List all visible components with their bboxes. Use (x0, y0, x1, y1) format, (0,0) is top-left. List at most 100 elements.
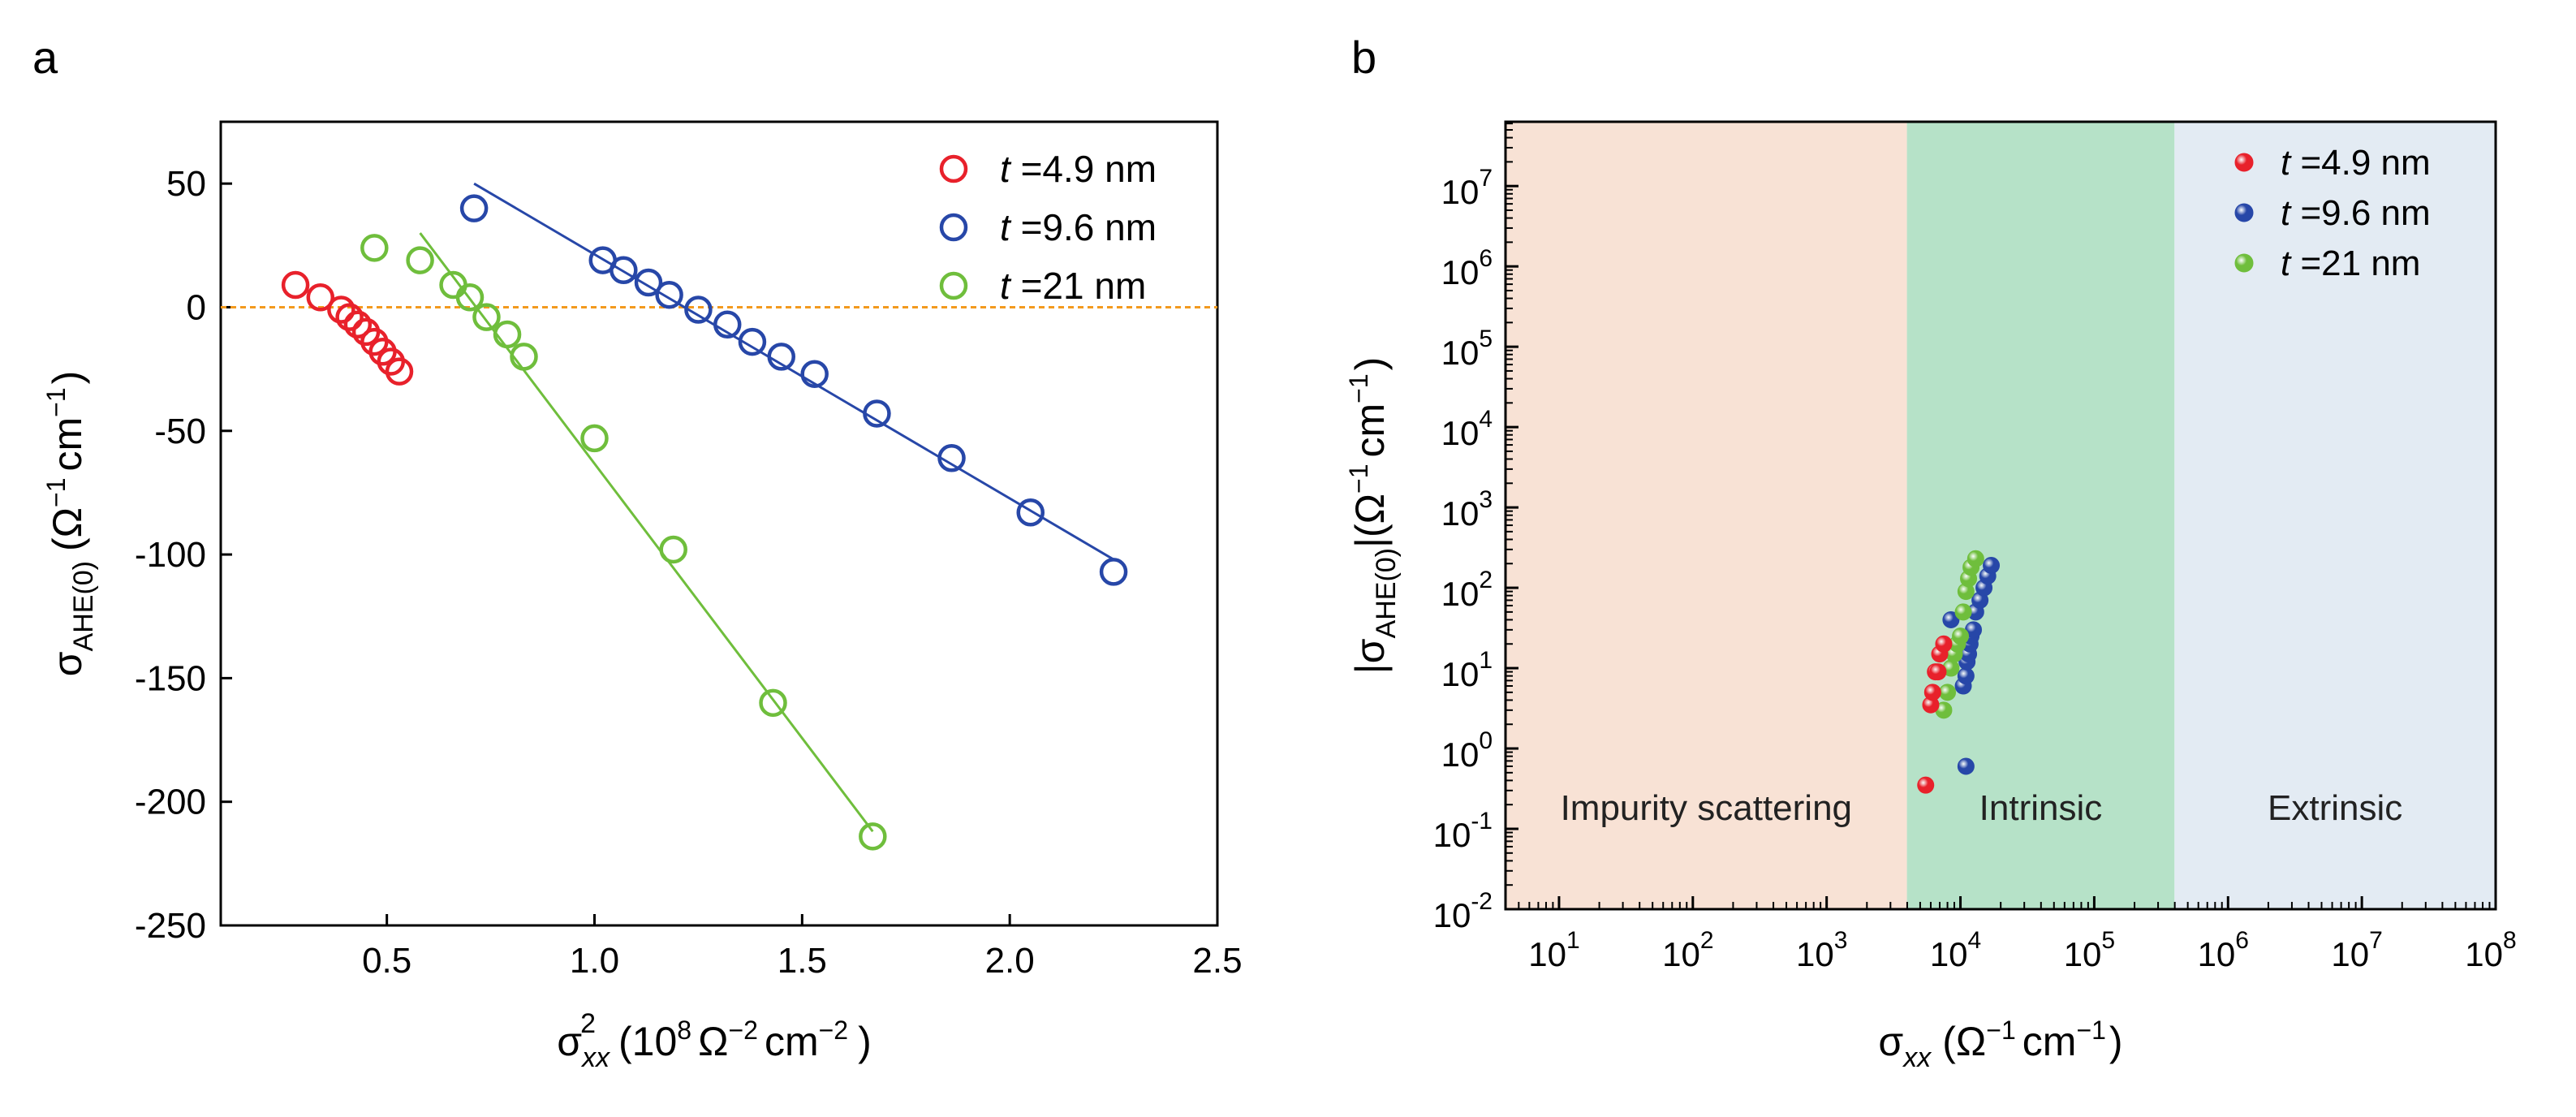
a-data-point (1016, 498, 1045, 527)
a-data-point (306, 283, 335, 312)
b-ylabel-unit: (Ω (1347, 494, 1393, 537)
a-xlabel-unit-mid: cm (765, 1019, 819, 1064)
a-ylabel-mid: cm (45, 417, 90, 472)
b-y-tick-label: 10-2 (1433, 888, 1493, 934)
a-data-point (634, 268, 663, 297)
b-region-label-1: Intrinsic (1979, 788, 2103, 828)
b-data-point (1939, 684, 1957, 701)
b-ylabel-post: | (1347, 537, 1393, 548)
b-xlabel-pow2: −1 (2076, 1016, 2105, 1045)
b-y-tick-base: 10 (1441, 414, 1480, 452)
a-legend-rest: =21 nm (1021, 265, 1147, 307)
panel-b-y-label: |σAHE(0)|(Ω−1cm−1) (1344, 357, 1402, 675)
a-xlabel-unit-pow2: −2 (728, 1016, 757, 1045)
a-ylabel-end: ) (45, 371, 90, 385)
b-y-tick-label: 10-1 (1433, 808, 1493, 854)
b-x-tick-exp: 2 (1700, 927, 1714, 954)
a-xlabel-main: σ (557, 1019, 582, 1064)
b-y-tick-exp: -1 (1471, 808, 1493, 835)
b-legend-label-0: t =4.9 nm (2281, 143, 2431, 183)
b-y-tick-label: 101 (1441, 647, 1493, 693)
a-xlabel-unit-end: ) (858, 1019, 872, 1064)
a-x-tick-label: 1.0 (570, 941, 619, 981)
b-region-0 (1506, 122, 1907, 909)
a-data-point (800, 360, 829, 388)
b-data-point (1952, 628, 1970, 645)
a-data-point (859, 822, 887, 851)
panel-a-data (281, 182, 1128, 851)
a-xlabel-sub: xx (580, 1042, 610, 1073)
a-ylabel-unit: (Ω (45, 507, 90, 551)
b-x-tick-label: 108 (2465, 927, 2516, 973)
b-data-point (1929, 663, 1947, 681)
b-data-point (1957, 757, 1975, 775)
a-data-point (493, 320, 522, 349)
b-x-tick-base: 10 (1796, 935, 1834, 973)
a-data-point (335, 303, 364, 331)
a-data-point (510, 343, 538, 371)
b-legend-t: t (2281, 244, 2300, 283)
b-y-tick-exp: -2 (1471, 888, 1493, 915)
b-data-point (1966, 550, 1984, 567)
b-x-tick-base: 10 (1528, 935, 1566, 973)
panel-b-axes: 101 102 103 104 105 106 107 1081071061051041031… (1433, 123, 2517, 973)
a-data-point (937, 444, 966, 472)
b-x-tick-label: 104 (1930, 927, 1981, 973)
b-ylabel-pow2: −1 (1344, 373, 1373, 403)
b-y-tick-base: 10 (1441, 735, 1480, 774)
a-fit-line-2 (419, 232, 874, 833)
b-y-tick-label: 107 (1441, 165, 1493, 211)
a-data-point (759, 688, 787, 718)
a-legend-label-2: t =21 nm (1000, 265, 1146, 307)
b-y-tick-label: 102 (1441, 567, 1493, 613)
b-y-tick-base: 10 (1441, 173, 1480, 211)
a-legend-rest: =9.6 nm (1021, 206, 1157, 248)
panel-b-letter: b (1351, 32, 1376, 83)
a-data-point (738, 327, 767, 356)
a-data-point (684, 295, 713, 324)
b-y-tick-label: 104 (1441, 406, 1493, 452)
a-data-point (713, 310, 742, 339)
b-legend-marker-2 (2234, 253, 2254, 273)
panel-a-axes: 0.5 1.0 1.5 2.0 2.5 50 0 -50 -100 -150 -200 -250 (135, 164, 1243, 981)
panel-a-letter: a (32, 32, 58, 83)
b-xlabel-mid: cm (2022, 1019, 2077, 1064)
b-legend-label-2: t =21 nm (2281, 244, 2420, 283)
b-legend-rest: =9.6 nm (2300, 193, 2430, 233)
a-data-point (281, 270, 310, 300)
panel-a-x-label: σxx2 (108 Ω−2 cm−2) (557, 1008, 872, 1073)
b-legend-marker-0 (2234, 153, 2254, 172)
b-xlabel-end: ) (2109, 1019, 2123, 1064)
b-x-tick-exp: 4 (1968, 927, 1982, 954)
b-y-tick-exp: 5 (1479, 326, 1493, 352)
b-y-tick-label: 106 (1441, 245, 1493, 291)
a-y-tick-label: -50 (154, 412, 206, 451)
b-y-tick-base: 10 (1441, 253, 1480, 291)
b-x-tick-base: 10 (1930, 935, 1968, 973)
b-x-tick-base: 10 (2331, 935, 2369, 973)
a-x-tick-label: 2.0 (985, 941, 1035, 981)
a-y-tick-label: 50 (166, 164, 206, 204)
b-x-tick-label: 105 (2064, 927, 2115, 973)
a-x-tick-label: 2.5 (1192, 941, 1242, 981)
b-ylabel-sub: AHE(0) (1371, 548, 1402, 638)
a-y-tick-label: -200 (135, 783, 206, 822)
a-xlabel-sup: 2 (580, 1008, 596, 1039)
a-y-tick-label: -100 (135, 535, 206, 575)
b-x-tick-base: 10 (1662, 935, 1700, 973)
a-xlabel-unit-pow: 8 (677, 1016, 691, 1045)
b-y-tick-base: 10 (1441, 334, 1480, 372)
b-y-tick-base: 10 (1441, 494, 1480, 533)
b-y-tick-exp: 4 (1479, 406, 1493, 433)
b-x-tick-base: 10 (2064, 935, 2102, 973)
a-xlabel-unit-pre: (10 (618, 1019, 677, 1064)
panel-a-legend: t =4.9 nmt =9.6 nmt =21 nm (939, 148, 1157, 307)
a-legend-marker-2 (939, 271, 968, 300)
b-ylabel-mid: cm (1347, 403, 1393, 458)
b-data-point (1957, 667, 1975, 685)
panel-a-plot-frame (219, 120, 1219, 927)
b-y-tick-exp: 7 (1479, 165, 1493, 192)
a-data-point (655, 280, 683, 309)
b-legend-t: t (2281, 193, 2300, 233)
b-x-tick-label: 101 (1528, 927, 1579, 973)
